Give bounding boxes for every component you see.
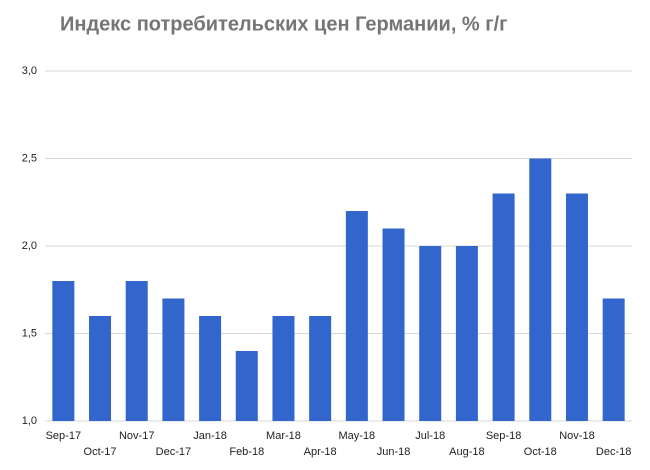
bar (602, 298, 625, 421)
bar (52, 281, 75, 421)
y-tick-label: 1,5 (22, 327, 37, 339)
bar (382, 228, 405, 421)
x-tick-label: Dec-17 (156, 446, 191, 458)
x-tick-label: Dec-18 (596, 446, 631, 458)
y-tick-label: 3,0 (22, 65, 37, 77)
bar (235, 351, 258, 421)
y-tick-label: 2,0 (22, 240, 37, 252)
x-tick-label: Sep-17 (46, 430, 81, 442)
x-tick-label: Nov-17 (119, 430, 154, 442)
x-tick-label: Aug-18 (449, 446, 484, 458)
bar (199, 316, 222, 421)
bar (309, 316, 332, 421)
chart-title: Индекс потребительских цен Германии, % г… (60, 13, 508, 35)
y-tick-label: 1,0 (22, 415, 37, 427)
bar (162, 298, 185, 421)
y-tick-label: 2,5 (22, 152, 37, 164)
bar (529, 158, 552, 421)
x-tick-label: Oct-17 (84, 446, 117, 458)
bar (492, 193, 515, 421)
x-tick-label: Jan-18 (193, 430, 227, 442)
x-tick-label: Jun-18 (377, 446, 411, 458)
bar (125, 281, 148, 421)
x-tick-label: Apr-18 (304, 446, 337, 458)
x-tick-label: Sep-18 (486, 430, 521, 442)
x-tick-label: Mar-18 (266, 430, 301, 442)
bar (565, 193, 588, 421)
x-tick-label: Nov-18 (559, 430, 594, 442)
bar (455, 246, 478, 421)
x-tick-label: Feb-18 (229, 446, 264, 458)
bar (345, 211, 368, 421)
x-tick-label: Oct-18 (524, 446, 557, 458)
bar (272, 316, 295, 421)
bar (419, 246, 442, 421)
x-tick-label: Jul-18 (415, 430, 445, 442)
bar (89, 316, 112, 421)
x-tick-label: May-18 (339, 430, 376, 442)
